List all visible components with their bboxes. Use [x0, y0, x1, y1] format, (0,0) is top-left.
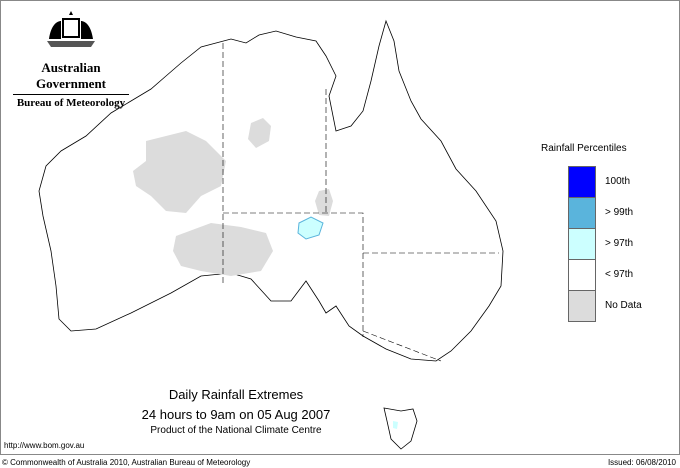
- legend-title: Rainfall Percentiles: [541, 143, 627, 154]
- legend-label: 100th: [605, 176, 631, 187]
- map-subtitle: 24 hours to 9am on 05 Aug 2007: [141, 407, 331, 422]
- logo-divider: [13, 94, 129, 95]
- tasmania: [383, 407, 418, 450]
- legend-label: No Data: [605, 300, 642, 311]
- australia-map: [38, 19, 504, 450]
- legend-swatch: [568, 196, 596, 229]
- legend-item: < 97th: [541, 258, 642, 291]
- legend-item: > 99th: [541, 196, 642, 229]
- bureau-name: Bureau of Meteorology: [16, 97, 126, 109]
- footer: © Commonwealth of Australia 2010, Austra…: [0, 455, 680, 468]
- tasmania-extreme: [393, 421, 398, 429]
- australia-outline: [38, 19, 504, 362]
- legend-label: > 99th: [605, 207, 634, 218]
- state-borders: [222, 43, 499, 362]
- copyright: © Commonwealth of Australia 2010, Austra…: [2, 458, 251, 467]
- australian-government-logo: Australian Government Bureau of Meteorol…: [9, 9, 133, 109]
- issued-date: Issued: 06/08/2010: [607, 458, 676, 467]
- coat-of-arms-icon: [47, 11, 95, 47]
- legend-swatch: [568, 227, 596, 260]
- legend-swatch: [568, 258, 596, 291]
- extreme-rainfall-region: [297, 216, 324, 240]
- map-caption: Daily Rainfall Extremes 24 hours to 9am …: [101, 387, 371, 436]
- government-name: Australian Government: [35, 60, 107, 91]
- legend-swatch: [568, 165, 596, 198]
- legend-label: > 97th: [605, 238, 634, 249]
- map-frame: Australian Government Bureau of Meteorol…: [0, 0, 680, 455]
- no-data-regions: [133, 118, 333, 276]
- product-note: Product of the National Climate Centre: [150, 425, 322, 436]
- website-link[interactable]: http://www.bom.gov.au: [4, 441, 85, 450]
- legend-label: < 97th: [605, 269, 634, 280]
- legend-item: No Data: [541, 289, 642, 322]
- legend-item: 100th: [541, 165, 642, 198]
- legend: Rainfall Percentiles 100th > 99th > 97th < …: [541, 143, 642, 322]
- legend-swatch: [568, 289, 596, 322]
- legend-item: > 97th: [541, 227, 642, 260]
- map-title: Daily Rainfall Extremes: [168, 387, 304, 402]
